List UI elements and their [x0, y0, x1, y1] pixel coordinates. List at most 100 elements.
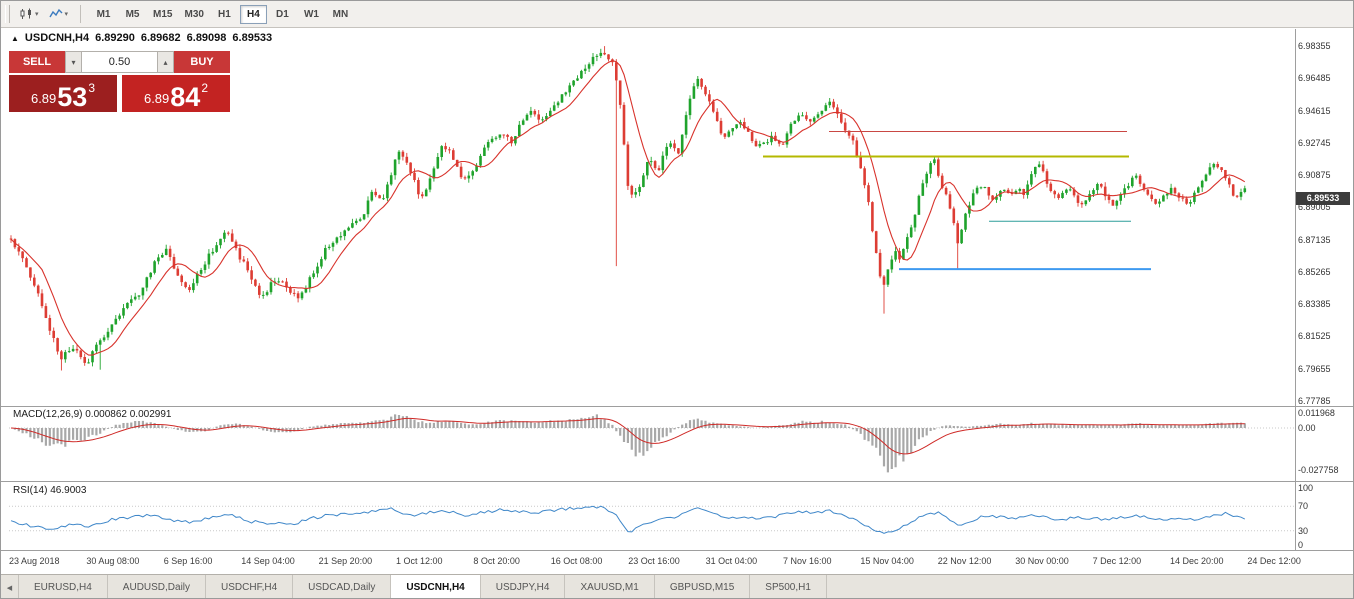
indicators-button[interactable]: ▾ [45, 5, 73, 23]
price-axis-label: 6.96485 [1298, 73, 1331, 84]
volume-input[interactable]: 0.50 [82, 51, 157, 73]
volume-increase-button[interactable]: ▴ [157, 51, 174, 73]
ohlc-close: 6.89533 [232, 32, 273, 44]
time-axis-label: 6 Sep 16:00 [163, 556, 213, 566]
time-axis-label: 30 Aug 08:00 [86, 556, 140, 566]
chart-tab-gbpusd-m15[interactable]: GBPUSD,M15 [655, 575, 751, 598]
time-axis-label: 31 Oct 04:00 [705, 556, 758, 566]
time-axis-label: 24 Dec 12:00 [1247, 556, 1301, 566]
time-axis-separator [1, 550, 1353, 551]
ask-price-main: 84 [170, 82, 201, 113]
chevron-down-icon: ▾ [35, 10, 39, 18]
rsi-axis-label: 30 [1298, 525, 1309, 536]
chart-tab-usdjpy-h4[interactable]: USDJPY,H4 [481, 575, 566, 598]
price-axis[interactable]: 6.98355 6.96485 6.94615 6.92745 6.90875 6.890… [1298, 1, 1353, 598]
chart-tab-eurusd-h4[interactable]: EURUSD,H4 [19, 575, 108, 598]
timeframe-button-m15[interactable]: M15 [153, 8, 173, 20]
price-axis-label: 6.81525 [1298, 331, 1331, 342]
chart-ohlc-header: ▲ USDCNH,H4 6.89290 6.89682 6.89098 6.89… [11, 32, 272, 44]
time-axis-label: 30 Nov 00:00 [1015, 556, 1069, 566]
ohlc-open: 6.89290 [95, 32, 135, 44]
time-axis-label: 7 Nov 16:00 [783, 556, 832, 566]
rsi-line [10, 505, 1246, 534]
price-axis-label: 6.85265 [1298, 266, 1331, 277]
rsi-axis-label: 70 [1298, 501, 1309, 512]
time-axis-label: 7 Dec 12:00 [1092, 556, 1142, 566]
one-click-trading-panel: SELL ▾ 0.50 ▴ BUY 6.89 53 3 6.89 84 2 [9, 51, 230, 112]
time-axis-label: 1 Oct 12:00 [396, 556, 443, 566]
chart-type-button[interactable]: ▾ [15, 5, 43, 23]
macd-axis-label: 0.00 [1298, 423, 1316, 433]
chart-tab-bar: ◀ EURUSD,H4 AUDUSD,Daily USDCHF,H4 USDCAD,D… [1, 574, 1353, 598]
time-axis-label: 8 Oct 20:00 [473, 556, 520, 566]
rsi-axis-label: 0 [1298, 540, 1304, 550]
timeframes-toolbar: ▾ ▾ M1 M5 M15 M30 H1 H4 D1 W1 MN [1, 1, 1353, 28]
time-axis-label: 16 Oct 08:00 [550, 556, 603, 566]
macd-axis-label: 0.011968 [1298, 408, 1335, 418]
price-axis-label: 6.89005 [1298, 202, 1331, 213]
price-axis-label: 6.87135 [1298, 234, 1331, 245]
chevron-down-icon: ▾ [64, 10, 69, 18]
ohlc-low: 6.89098 [186, 32, 227, 44]
price-axis-label: 6.92745 [1298, 137, 1331, 148]
axis-separator [1295, 29, 1296, 551]
bid-price-pip: 3 [88, 81, 96, 95]
current-price-tag: 6.89533 [1296, 191, 1350, 205]
price-axis-label: 6.98355 [1298, 41, 1331, 51]
chart-tab-usdchf-h4[interactable]: USDCHF,H4 [206, 575, 294, 598]
price-axis-label: 6.94615 [1298, 105, 1331, 116]
toolbar-grip[interactable] [5, 5, 10, 23]
chart-tab-xauusd-m1[interactable]: XAUUSD,M1 [565, 575, 655, 598]
chart-symbol-period: USDCNH,H4 [24, 32, 90, 44]
macd-panel-separator[interactable] [1, 406, 1353, 407]
price-axis-label: 6.90875 [1298, 170, 1331, 181]
indicator-zigzag-icon [48, 8, 63, 18]
bid-price-box[interactable]: 6.89 53 3 [9, 75, 117, 112]
moving-average-line[interactable] [10, 60, 1246, 356]
rsi-panel-separator[interactable] [1, 481, 1353, 482]
volume-decrease-button[interactable]: ▾ [65, 51, 82, 73]
timeframe-button-w1[interactable]: W1 [303, 8, 319, 20]
rsi-axis: 100 70 30 0 [1298, 1, 1353, 598]
rsi-indicator-label: RSI(14) 46.9003 [13, 485, 87, 496]
bid-price-prefix: 6.89 [30, 91, 57, 106]
price-axis-label: 6.83385 [1298, 299, 1331, 310]
timeframe-button-d1[interactable]: D1 [276, 8, 289, 20]
timeframe-buttons-group: M1 M5 M15 M30 H1 H4 D1 W1 MN [89, 1, 355, 27]
timeframe-button-h4[interactable]: H4 [239, 4, 267, 24]
macd-signal-line [10, 417, 1245, 455]
chart-tab-usdcad-daily[interactable]: USDCAD,Daily [293, 575, 392, 598]
chart-tab-audusd-daily[interactable]: AUDUSD,Daily [108, 575, 207, 598]
symbol-marker-icon: ▲ [11, 33, 19, 43]
time-axis-label: 14 Sep 04:00 [241, 556, 295, 566]
toolbar-separator [80, 5, 82, 23]
price-axis-label: 6.79655 [1298, 363, 1331, 374]
sell-button[interactable]: SELL [9, 51, 65, 73]
timeframe-button-m5[interactable]: M5 [125, 8, 140, 20]
time-axis-label: 23 Oct 16:00 [628, 556, 680, 566]
chart-tab-sp500-h1[interactable]: SP500,H1 [750, 575, 827, 598]
tab-scroll-left-button[interactable]: ◀ [1, 575, 19, 598]
buy-button[interactable]: BUY [174, 51, 230, 73]
timeframe-button-m30[interactable]: M30 [184, 8, 204, 20]
ask-price-pip: 2 [201, 81, 209, 95]
chart-tab-usdcnh-h4[interactable]: USDCNH,H4 [391, 575, 481, 598]
timeframe-button-h1[interactable]: H1 [218, 8, 231, 20]
macd-histogram [13, 414, 1246, 473]
time-axis-label: 22 Nov 12:00 [937, 556, 992, 566]
time-axis-label: 14 Dec 20:00 [1170, 556, 1224, 566]
time-axis-label: 21 Sep 20:00 [318, 556, 373, 566]
timeframe-button-mn[interactable]: MN [332, 8, 349, 20]
price-axis-label: 6.77785 [1298, 396, 1331, 406]
timeframe-button-m1[interactable]: M1 [96, 8, 111, 20]
time-axis-label: 23 Aug 2018 [9, 556, 60, 566]
rsi-axis-label: 100 [1298, 483, 1314, 493]
ask-price-prefix: 6.89 [143, 91, 170, 106]
time-axis[interactable]: 23 Aug 2018 30 Aug 08:00 6 Sep 16:00 14 Sep… [1, 551, 1353, 573]
ohlc-high: 6.89682 [140, 32, 181, 44]
ask-price-box[interactable]: 6.89 84 2 [122, 75, 230, 112]
macd-axis: 0.011968 0.00 -0.027758 [1298, 1, 1353, 598]
macd-axis-label: -0.027758 [1298, 464, 1339, 475]
